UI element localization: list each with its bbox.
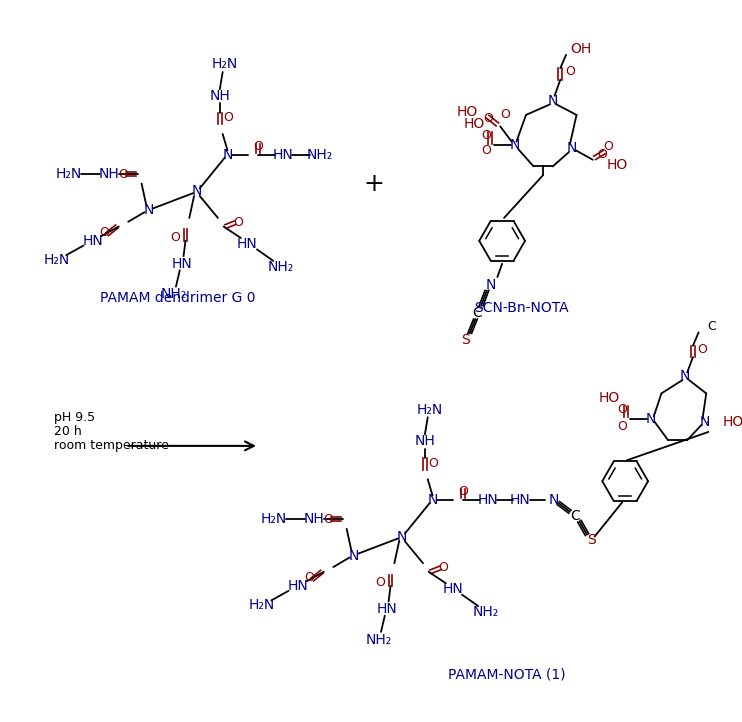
Text: HN: HN [171, 257, 192, 271]
Text: N: N [699, 415, 709, 429]
Text: N: N [548, 94, 558, 108]
Text: NH₂: NH₂ [473, 605, 499, 619]
Text: O: O [439, 562, 448, 575]
Text: O: O [233, 216, 243, 229]
Text: NH: NH [209, 89, 230, 103]
Text: H₂N: H₂N [211, 57, 237, 71]
Text: C: C [571, 510, 580, 523]
Text: O: O [500, 108, 510, 121]
Text: O: O [429, 456, 439, 469]
Text: N: N [509, 139, 519, 152]
Text: H₂N: H₂N [261, 513, 287, 526]
Text: N: N [567, 142, 577, 155]
Text: O: O [603, 140, 613, 153]
FancyArrowPatch shape [128, 441, 254, 451]
Text: +: + [363, 172, 384, 196]
Text: N: N [223, 148, 233, 162]
Text: NH₂: NH₂ [307, 148, 333, 162]
Text: room temperature: room temperature [54, 440, 168, 453]
Text: N: N [485, 278, 496, 292]
Text: O: O [481, 129, 491, 142]
Text: PAMAM dendrimer G 0: PAMAM dendrimer G 0 [100, 291, 255, 305]
Text: S: S [462, 333, 470, 347]
Text: NH: NH [415, 434, 436, 448]
Text: HN: HN [477, 493, 498, 508]
Text: HN: HN [82, 234, 103, 248]
Text: NH: NH [304, 513, 324, 526]
Text: O: O [170, 230, 180, 243]
Text: O: O [617, 403, 627, 416]
Text: pH 9.5: pH 9.5 [54, 411, 95, 424]
Text: H₂N: H₂N [44, 253, 70, 267]
Text: HN: HN [272, 148, 293, 162]
Text: O: O [223, 111, 234, 124]
Text: N: N [548, 493, 559, 508]
Text: N: N [427, 493, 438, 508]
Text: O: O [481, 144, 491, 157]
Text: H₂N: H₂N [249, 598, 275, 612]
Text: HO: HO [607, 158, 628, 173]
Text: HO: HO [456, 105, 477, 119]
Text: NH₂: NH₂ [366, 632, 393, 646]
Text: N: N [397, 529, 407, 544]
Text: O: O [99, 226, 109, 239]
Text: SCN-Bn-NOTA: SCN-Bn-NOTA [474, 300, 568, 315]
Text: O: O [375, 575, 385, 588]
Text: N: N [680, 369, 691, 383]
Text: H₂N: H₂N [56, 167, 82, 181]
Text: O: O [324, 513, 333, 526]
Text: NH: NH [99, 167, 119, 181]
Text: HN: HN [442, 582, 463, 596]
Text: O: O [597, 147, 607, 160]
Text: HN: HN [288, 579, 309, 593]
Text: O: O [483, 112, 493, 125]
Text: N: N [349, 549, 359, 562]
Text: N: N [646, 412, 656, 426]
Text: N: N [191, 184, 202, 199]
Text: O: O [253, 140, 263, 153]
Text: N: N [144, 204, 154, 217]
Text: PAMAM-NOTA (1): PAMAM-NOTA (1) [448, 668, 565, 682]
Text: O: O [617, 420, 627, 433]
Text: HO: HO [598, 391, 620, 405]
Text: NH₂: NH₂ [161, 287, 187, 301]
Text: O: O [697, 343, 707, 356]
Text: O: O [119, 168, 128, 180]
Text: H₂N: H₂N [416, 403, 443, 417]
Text: HN: HN [376, 602, 397, 616]
Text: O: O [458, 485, 468, 498]
Text: C: C [708, 320, 716, 333]
Text: 20 h: 20 h [54, 425, 82, 438]
Text: O: O [565, 66, 575, 79]
Text: HO: HO [464, 118, 485, 131]
Text: O: O [304, 571, 315, 584]
Text: HN: HN [237, 237, 258, 251]
Text: HN: HN [510, 493, 531, 508]
Text: C: C [473, 306, 482, 321]
Text: OH: OH [571, 42, 592, 56]
Text: HO': HO' [722, 415, 742, 429]
Text: NH₂: NH₂ [268, 260, 294, 274]
Text: S: S [588, 534, 596, 547]
